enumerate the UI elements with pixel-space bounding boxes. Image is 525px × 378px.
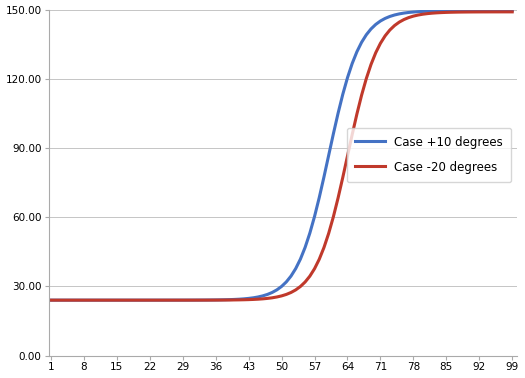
Case +10 degrees bbox=[189, 298, 195, 302]
Case +10 degrees bbox=[156, 298, 162, 302]
Case -20 degrees bbox=[170, 298, 176, 302]
Line: Case +10 degrees: Case +10 degrees bbox=[51, 11, 512, 300]
Case -20 degrees bbox=[509, 9, 516, 14]
Case -20 degrees bbox=[278, 294, 285, 298]
Case -20 degrees bbox=[189, 298, 195, 302]
Legend: Case +10 degrees, Case -20 degrees: Case +10 degrees, Case -20 degrees bbox=[347, 128, 511, 182]
Case +10 degrees bbox=[292, 266, 299, 271]
Case -20 degrees bbox=[410, 14, 416, 19]
Line: Case -20 degrees: Case -20 degrees bbox=[51, 12, 512, 300]
Case -20 degrees bbox=[156, 298, 162, 302]
Case +10 degrees bbox=[48, 298, 54, 302]
Case +10 degrees bbox=[278, 284, 285, 289]
Case -20 degrees bbox=[48, 298, 54, 302]
Case +10 degrees bbox=[170, 298, 176, 302]
Case +10 degrees bbox=[410, 10, 416, 14]
Case +10 degrees bbox=[509, 8, 516, 13]
Case -20 degrees bbox=[292, 288, 299, 292]
